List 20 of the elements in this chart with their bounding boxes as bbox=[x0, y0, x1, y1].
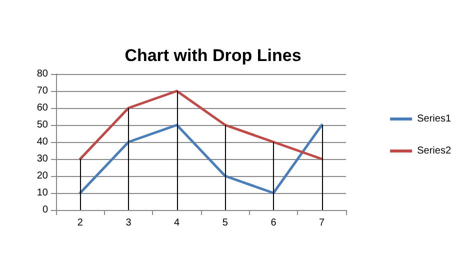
y-tick-label: 10 bbox=[36, 188, 48, 198]
y-tick-label: 0 bbox=[42, 204, 48, 216]
line-series bbox=[78, 90, 324, 160]
y-tick-label: 80 bbox=[36, 68, 48, 80]
legend-label: Series2 bbox=[417, 146, 452, 156]
x-tick-label: 3 bbox=[126, 218, 132, 228]
x-tick-label: 7 bbox=[319, 218, 326, 228]
y-tick-label: 60 bbox=[36, 102, 48, 114]
x-tick-label: 6 bbox=[270, 218, 277, 228]
legend-label: Series1 bbox=[417, 114, 452, 124]
y-tick-label: 30 bbox=[36, 154, 48, 164]
chart-title: Chart with Drop Lines bbox=[124, 46, 302, 65]
y-tick-label: 50 bbox=[36, 120, 48, 130]
x-tick-label: 4 bbox=[174, 218, 180, 228]
line-series bbox=[78, 124, 324, 194]
x-tick-label: 2 bbox=[77, 218, 84, 228]
y-tick-label: 20 bbox=[36, 170, 48, 182]
y-tick-label: 40 bbox=[36, 136, 48, 148]
x-tick-label: 5 bbox=[222, 218, 228, 228]
y-tick-label: 70 bbox=[36, 86, 48, 96]
